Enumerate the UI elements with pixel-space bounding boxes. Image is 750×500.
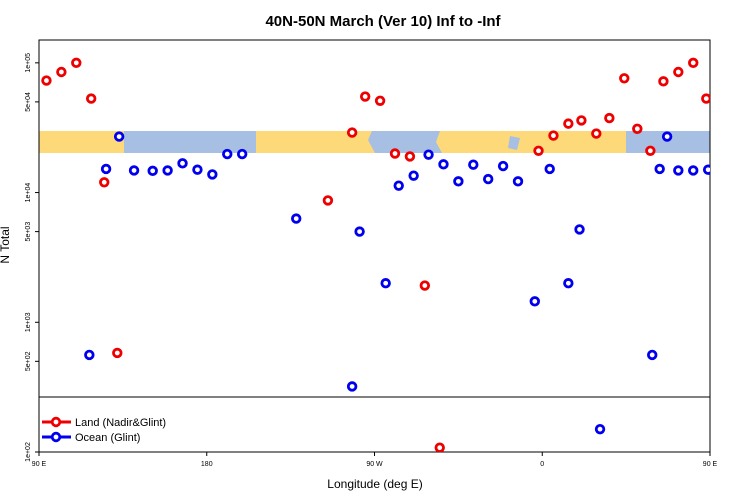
legend-land-label: Land (Nadir&Glint) <box>75 417 166 429</box>
data-points <box>41 57 738 452</box>
legend-land-marker <box>50 416 62 428</box>
land-point <box>389 148 401 159</box>
ocean-point <box>688 165 699 176</box>
map-land-coast-na <box>364 131 375 153</box>
land-point <box>359 91 371 102</box>
ocean-point <box>84 349 95 361</box>
ocean-point <box>380 278 391 289</box>
land-point <box>632 123 643 135</box>
map-land-north-america <box>256 131 364 153</box>
ocean-point <box>497 160 509 172</box>
ocean-point <box>236 148 248 160</box>
land-point <box>419 280 431 291</box>
ocean-point <box>128 165 140 176</box>
ocean-point <box>529 296 540 307</box>
ocean-point <box>177 158 188 169</box>
land-point <box>404 151 416 162</box>
ocean-point <box>408 170 419 181</box>
map-ocean-gulf <box>508 136 520 150</box>
x-axis-label: Longitude (deg E) <box>327 477 422 491</box>
land-point <box>716 178 724 186</box>
map-band <box>39 131 710 153</box>
y-tick-label: 1e+04 <box>25 183 32 203</box>
ocean-point <box>393 180 404 191</box>
land-point <box>41 75 52 86</box>
ocean-point <box>563 278 574 289</box>
ocean-point <box>482 173 494 185</box>
plot-frame <box>38 39 711 453</box>
ocean-point <box>702 164 710 175</box>
x-tick-label: 90 W <box>366 461 383 468</box>
y-axis: 1e+02 5e+02 1e+03 5e+03 1e+04 5e+04 1e+05 <box>25 53 39 462</box>
land-point <box>56 66 67 78</box>
ocean-point <box>574 224 585 235</box>
ocean-point <box>544 163 555 175</box>
ocean-point <box>661 131 673 142</box>
land-point <box>619 73 630 84</box>
y-tick-label: 5e+04 <box>25 92 32 112</box>
ocean-point <box>100 163 112 175</box>
map-land-eurasia-right <box>430 131 626 153</box>
land-point <box>673 66 684 78</box>
chart-title: 40N-50N March (Ver 10) Inf to -Inf <box>265 13 501 30</box>
legend-ocean-marker <box>50 431 62 443</box>
land-point <box>645 145 656 156</box>
land-point <box>434 442 445 452</box>
ocean-point <box>594 423 606 435</box>
ocean-point <box>192 164 203 175</box>
ocean-point <box>113 131 125 142</box>
land-point <box>576 115 587 126</box>
ocean-point <box>468 159 479 170</box>
x-tick-label: 90 E <box>703 461 718 468</box>
ocean-point <box>453 176 464 187</box>
ocean-point <box>423 149 434 160</box>
ocean-point <box>647 349 658 361</box>
ocean-point <box>207 169 218 180</box>
land-point <box>99 177 110 188</box>
land-point <box>563 118 574 129</box>
x-axis: 90 E 180 90 W 0 90 E <box>32 452 718 468</box>
ocean-point <box>291 213 302 224</box>
y-tick-label: 5e+03 <box>25 222 32 242</box>
land-point <box>548 130 559 141</box>
ocean-point <box>354 226 365 237</box>
land-point <box>112 347 123 359</box>
land-point <box>346 127 358 138</box>
ocean-point <box>654 163 665 175</box>
land-point <box>730 349 738 357</box>
x-tick-label: 0 <box>540 461 544 468</box>
land-point <box>604 112 615 124</box>
ocean-point <box>673 165 684 176</box>
ocean-point <box>222 148 233 160</box>
ocean-point <box>162 165 173 176</box>
x-tick-label: 90 E <box>32 461 47 468</box>
map-land-coast-europe <box>430 131 442 153</box>
legend: Land (Nadir&Glint) Ocean (Glint) <box>42 416 166 444</box>
y-axis-label: N Total <box>0 226 12 263</box>
ocean-point <box>346 381 358 392</box>
y-tick-label: 1e+03 <box>25 312 32 332</box>
ocean-point <box>512 176 524 187</box>
land-point <box>658 76 669 87</box>
land-point <box>71 57 82 69</box>
land-point <box>591 128 602 139</box>
land-point <box>85 93 97 104</box>
y-tick-label: 5e+02 <box>25 351 32 371</box>
land-point <box>322 195 334 206</box>
y-tick-label: 1e+02 <box>25 442 32 462</box>
y-tick-label: 1e+05 <box>25 53 32 73</box>
land-point <box>701 93 710 104</box>
land-point <box>533 145 544 156</box>
land-point <box>374 95 386 106</box>
ocean-point <box>438 159 449 170</box>
map-land-eurasia-left <box>39 131 124 153</box>
ocean-point <box>147 165 158 177</box>
legend-ocean-label: Ocean (Glint) <box>75 432 140 444</box>
x-tick-label: 180 <box>201 461 213 468</box>
land-point <box>688 57 699 69</box>
